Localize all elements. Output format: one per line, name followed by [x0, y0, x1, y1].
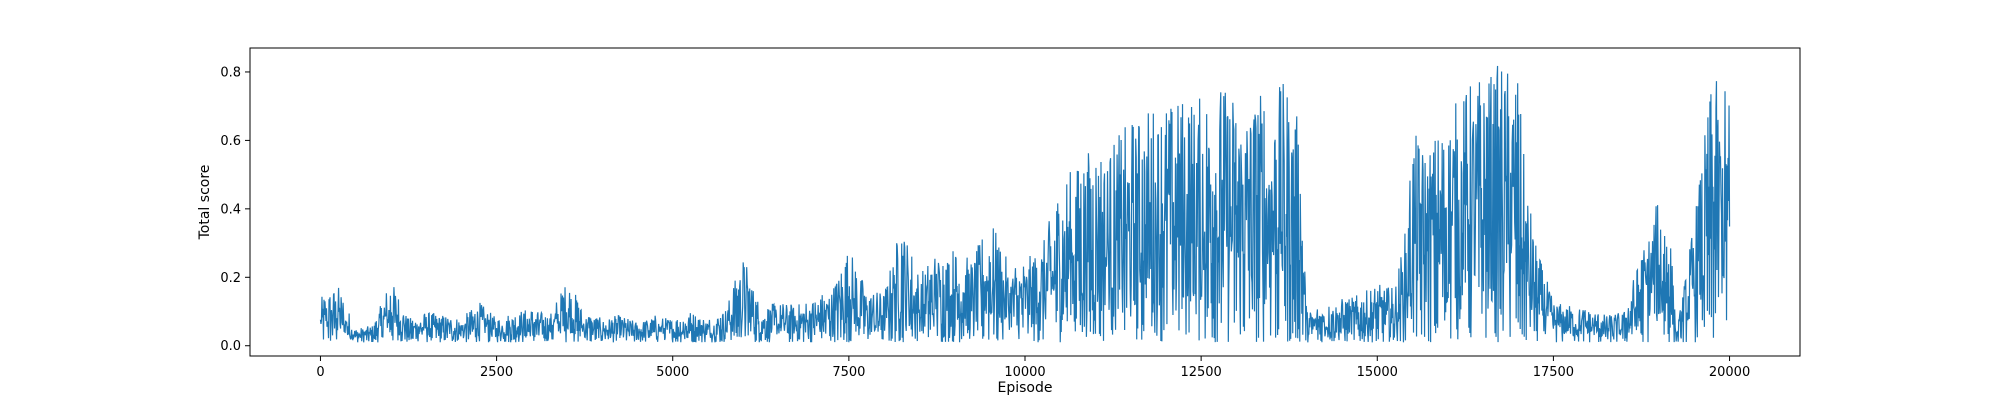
- y-tick-label: 0.6: [220, 134, 241, 149]
- x-tick-label: 7500: [832, 365, 865, 380]
- y-tick-label: 0.8: [220, 65, 241, 80]
- y-tick-label: 0.0: [220, 339, 241, 354]
- x-tick-label: 2500: [480, 365, 513, 380]
- x-tick-label: 5000: [656, 365, 689, 380]
- y-tick-label: 0.4: [220, 202, 241, 217]
- x-tick-label: 20000: [1709, 365, 1750, 380]
- series-line: [319, 65, 1731, 343]
- y-axis: 0.0 0.2 0.4 0.6 0.8: [220, 65, 250, 354]
- x-tick-label: 17500: [1533, 365, 1574, 380]
- y-tick-label: 0.2: [220, 271, 241, 286]
- plot-series: [319, 65, 1731, 343]
- x-tick-label: 12500: [1180, 365, 1221, 380]
- x-tick-label: 15000: [1357, 365, 1398, 380]
- x-axis-label: Episode: [998, 380, 1053, 396]
- x-axis: 0 2500 5000 7500 10000 12500 15000 17500 20000: [316, 356, 1750, 380]
- x-tick-label: 10000: [1004, 365, 1045, 380]
- x-tick-label: 0: [316, 365, 324, 380]
- y-axis-label: Total score: [197, 165, 213, 241]
